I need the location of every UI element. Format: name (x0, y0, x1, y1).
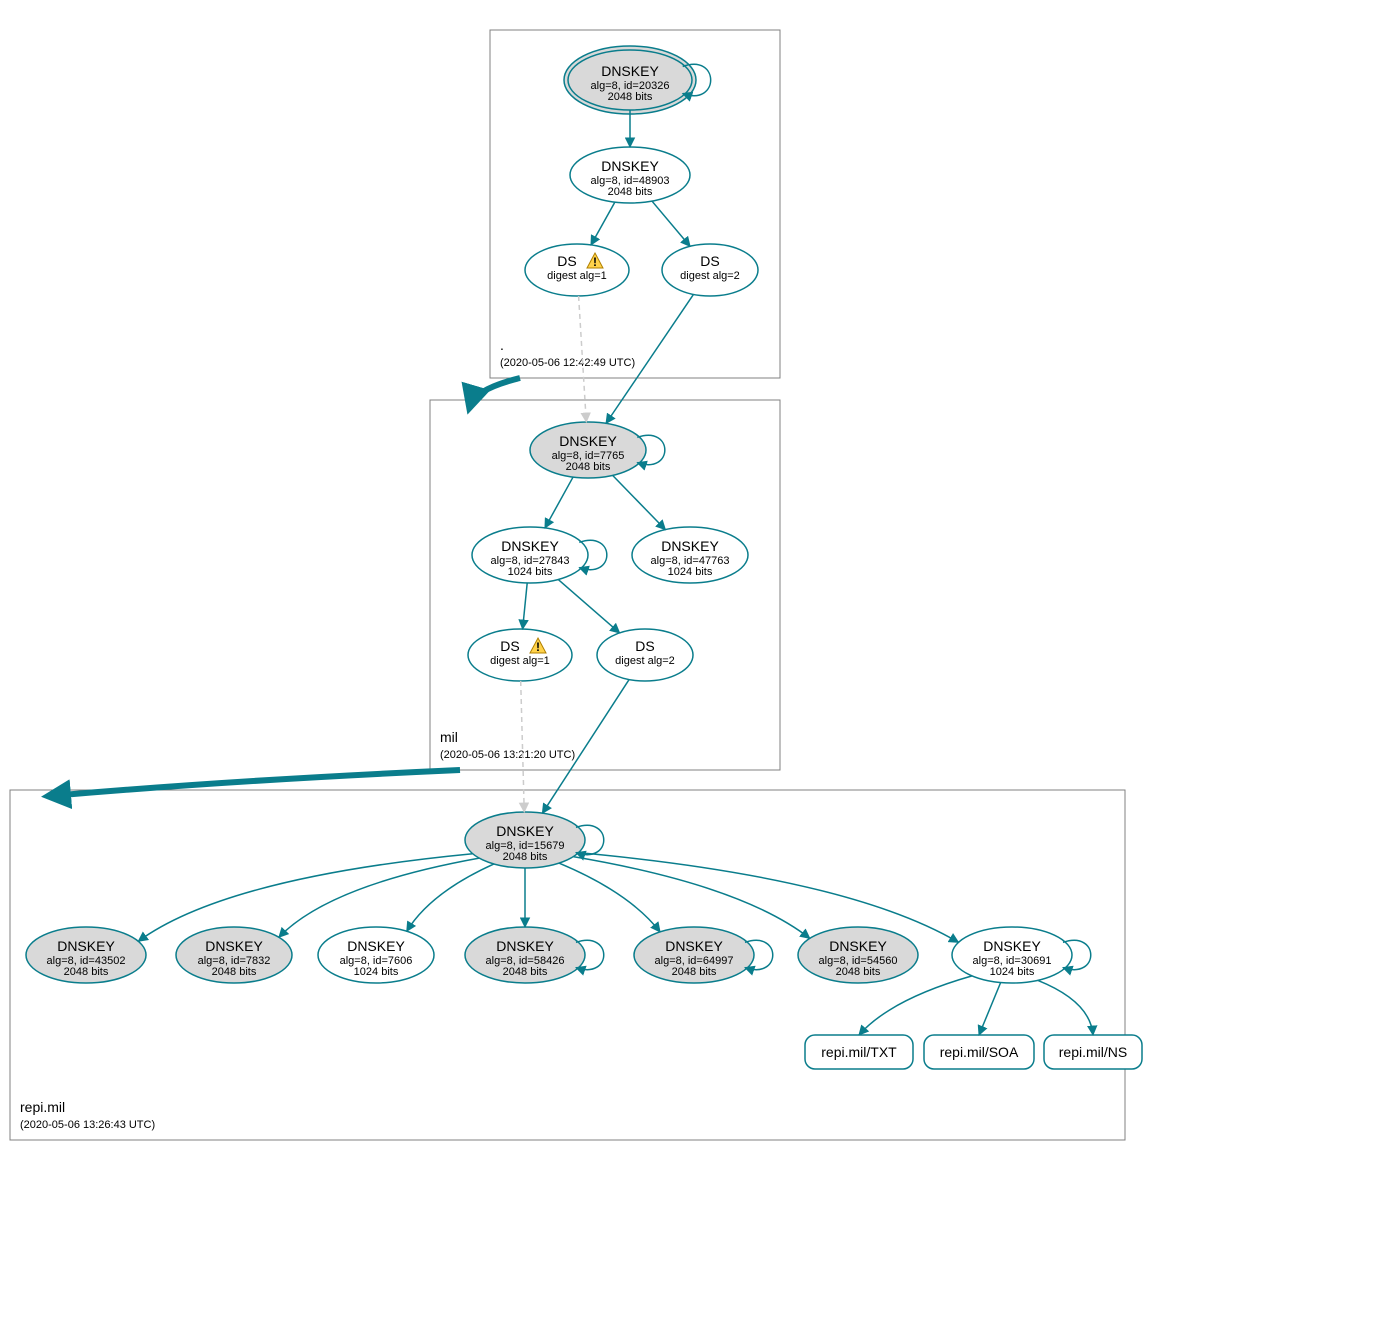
node-title: DNSKEY (205, 938, 263, 954)
zone-delegation-arrow (50, 770, 460, 796)
node-repi_k4: DNSKEYalg=8, id=584262048 bits (465, 927, 585, 983)
node-sub1: digest alg=2 (680, 270, 740, 282)
node-sub2: 1024 bits (508, 566, 553, 578)
node-sub2: 2048 bits (608, 91, 653, 103)
node-repi_k1: DNSKEYalg=8, id=435022048 bits (26, 927, 146, 983)
edge (521, 681, 525, 812)
edge (559, 863, 660, 932)
rrset-label: repi.mil/NS (1059, 1044, 1127, 1060)
node-sub2: 2048 bits (503, 851, 548, 863)
node-title: DNSKEY (496, 938, 554, 954)
node-sub2: 1024 bits (354, 966, 399, 978)
node-sub2: 1024 bits (668, 566, 713, 578)
node-sub1: digest alg=2 (615, 655, 675, 667)
node-title: DNSKEY (661, 538, 719, 554)
node-sub2: 2048 bits (503, 966, 548, 978)
zone-label: . (500, 337, 504, 353)
node-title: DNSKEY (601, 158, 659, 174)
edge (859, 976, 972, 1035)
node-sub1: digest alg=1 (490, 655, 550, 667)
zone-label: repi.mil (20, 1099, 65, 1115)
node-mil_ksk: DNSKEYalg=8, id=77652048 bits (530, 422, 646, 478)
node-repi_k2: DNSKEYalg=8, id=78322048 bits (176, 927, 292, 983)
warning-icon-bang: ! (593, 255, 597, 269)
dnssec-diagram: . (2020-05-06 12:42:49 UTC) mil (2020-05-06… (0, 0, 1383, 1320)
zone-timestamp: (2020-05-06 13:21:20 UTC) (440, 749, 575, 761)
edge (523, 583, 528, 629)
edge (573, 857, 810, 939)
node-title: DNSKEY (347, 938, 405, 954)
node-title: DNSKEY (559, 433, 617, 449)
node-title: DNSKEY (496, 823, 554, 839)
node-root_ksk: DNSKEYalg=8, id=203262048 bits (564, 46, 696, 114)
node-sub1: digest alg=1 (547, 270, 607, 282)
node-root_zsk: DNSKEYalg=8, id=489032048 bits (570, 147, 690, 203)
node-root_ds1: DSdigest alg=1! (525, 244, 629, 296)
node-repi_k6: DNSKEYalg=8, id=545602048 bits (798, 927, 918, 983)
node-title: DNSKEY (983, 938, 1041, 954)
zone-delegation-arrow (470, 378, 520, 406)
node-sub2: 2048 bits (212, 966, 257, 978)
edge (558, 579, 619, 632)
node-title: DNSKEY (665, 938, 723, 954)
node-sub2: 2048 bits (64, 966, 109, 978)
node-title: DS (700, 253, 719, 269)
node-sub2: 2048 bits (608, 186, 653, 198)
node-title: DNSKEY (57, 938, 115, 954)
node-root_ds2: DSdigest alg=2 (662, 244, 758, 296)
node-mil_ds2: DSdigest alg=2 (597, 629, 693, 681)
rrset-label: repi.mil/SOA (940, 1044, 1019, 1060)
edge (279, 858, 479, 937)
zone-timestamp: (2020-05-06 12:42:49 UTC) (500, 357, 635, 369)
node-title: DNSKEY (501, 538, 559, 554)
node-repi_k3: DNSKEYalg=8, id=76061024 bits (318, 927, 434, 983)
node-repi_ksk: DNSKEYalg=8, id=156792048 bits (465, 812, 585, 868)
edge (407, 864, 494, 931)
node-sub2: 2048 bits (672, 966, 717, 978)
node-repi_k7: DNSKEYalg=8, id=306911024 bits (952, 927, 1072, 983)
zone-timestamp: (2020-05-06 13:26:43 UTC) (20, 1119, 155, 1131)
zone-label: mil (440, 729, 458, 745)
node-mil_zsk2: DNSKEYalg=8, id=477631024 bits (632, 527, 748, 583)
edge (979, 982, 1001, 1035)
node-title: DS (557, 253, 576, 269)
rrset-label: repi.mil/TXT (821, 1044, 897, 1060)
edge (542, 680, 629, 814)
edge (1038, 980, 1093, 1035)
node-mil_ds1: DSdigest alg=1! (468, 629, 572, 681)
edge (138, 854, 472, 942)
node-sub2: 1024 bits (990, 966, 1035, 978)
node-title: DNSKEY (601, 63, 659, 79)
edge (591, 202, 615, 245)
node-title: DNSKEY (829, 938, 887, 954)
node-title: DS (500, 638, 519, 654)
warning-icon-bang: ! (536, 640, 540, 654)
edge (545, 477, 573, 528)
node-repi_k5: DNSKEYalg=8, id=649972048 bits (634, 927, 754, 983)
node-sub2: 2048 bits (836, 966, 881, 978)
edge (579, 853, 959, 943)
node-sub2: 2048 bits (566, 461, 611, 473)
edge (613, 475, 666, 529)
edge (652, 201, 690, 246)
node-mil_zsk1: DNSKEYalg=8, id=278431024 bits (472, 527, 588, 583)
node-title: DS (635, 638, 654, 654)
